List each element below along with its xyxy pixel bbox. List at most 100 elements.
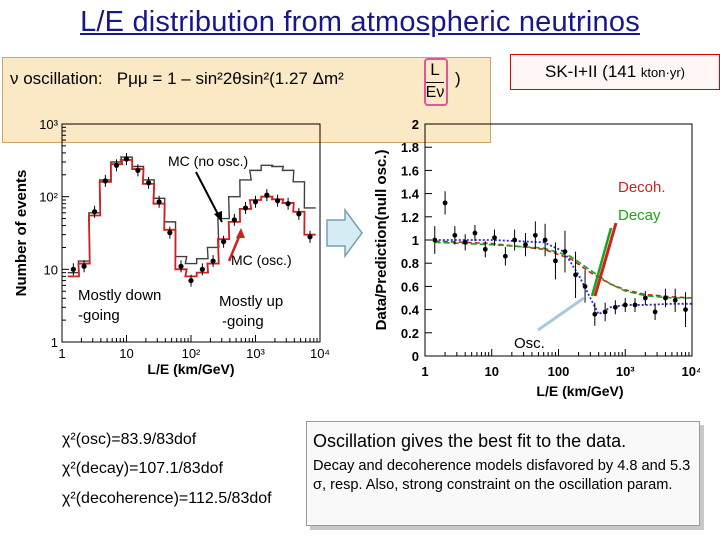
data-point [156,199,162,205]
y-tick-label: 1.4 [401,187,420,202]
y-tick-label: 1 [51,335,58,350]
annotation-decay: Decay [618,207,661,224]
annotation-decoh: Decoh. [618,179,666,196]
y-tick-label: 1.6 [401,163,419,178]
exposure-unit: kton·yr) [640,65,685,80]
x-tick-label: 1 [58,346,65,361]
x-axis-label: L/E (km/GeV) [147,361,234,377]
x-tick-label: 100 [548,364,570,379]
data-point [452,232,458,238]
data-point [542,237,548,243]
data-point [532,232,538,238]
y-tick-label: 1.2 [401,210,419,225]
data-point [135,167,141,173]
y-axis-label: Number of events [13,170,30,297]
data-point [592,311,598,317]
data-point [432,237,438,243]
page-title: L/E distribution from atmospheric neutri… [80,6,640,38]
y-axis-label: Data/Prediction(null osc.) [373,150,390,331]
data-point [199,266,205,272]
chi2-decoherence: χ²(decoherence)=112.5/83dof [62,490,272,507]
annotation-osc: Osc. [514,335,545,352]
data-point [70,266,76,272]
data-point [145,180,152,186]
chi2-decay: χ²(decay)=107.1/83dof [62,460,223,477]
data-point [502,253,508,259]
y-tick-label: 0.4 [401,303,420,318]
data-point [188,277,194,284]
annotation-going-up: -going [222,313,264,330]
data-point [492,235,497,241]
data-point [178,263,184,269]
chi2-osc: χ²(osc)=83.9/83dof [62,431,197,448]
data-point [210,258,216,264]
data-point [512,237,518,243]
annotation-mostly-up: Mostly up [219,293,283,310]
data-point [113,162,120,168]
y-tick-label: 0.6 [401,279,419,294]
x-tick-label: 10³ [616,364,635,379]
x-tick-label: 10 [119,346,133,361]
data-point [274,198,281,204]
decoherence-line [434,240,693,299]
formula-panel [2,57,491,143]
data-point [123,156,130,162]
y-tick-label: 0.2 [401,326,419,341]
data-point [102,178,108,184]
y-tick-label: 1 [412,233,419,248]
data-point [296,211,302,217]
events-histogram-chart: 1 10 10² 10³ 1 10 10² 10³ 10⁴ L/E (km/GeV) Number … [13,117,330,377]
ratio-chart: 0 0.2 0.4 0.6 0.8 1 1.2 1.4 1.6 1.8 2 1 10 100 10³ 10⁴ L… [373,117,700,399]
exposure-label: SK-I+II (141 kton·yr) [510,54,720,90]
arrowhead-osc [236,228,245,238]
conclusion-headline: Oscillation gives the best fit to the da… [313,431,627,451]
data-point [573,272,578,278]
data-point [91,209,98,215]
data-point [242,205,249,211]
data-point [672,297,678,303]
y-tick-label: 2 [412,117,419,132]
data-point [683,307,688,312]
data-point [612,304,618,310]
oscillation-formula: ν oscillation: Pμμ = 1 – sin²2θsin²(1.27… [10,69,344,89]
data-point [632,302,638,308]
annotation-mc-no-osc: MC (no osc.) [168,153,248,169]
right-arrow-icon [326,208,363,258]
data-point [482,246,488,252]
arrowhead-no-osc [214,211,222,222]
data-point [264,192,270,198]
annotation-arrow-decay [590,227,613,297]
y-tick-label: 10² [39,190,58,205]
annotation-going-down: -going [78,307,120,324]
annotation-mostly-down: Mostly down [78,287,161,304]
fraction-denominator: Eν [425,84,445,101]
y-tick-label: 10³ [39,117,58,132]
fraction-numerator: L [430,60,440,79]
data-point [602,309,608,315]
data-point [523,242,528,248]
data-point [582,284,588,289]
data-point [652,309,658,315]
x-axis-label: L/E (km/GeV) [536,383,623,399]
x-tick-label: 10⁴ [310,346,330,361]
formula-close-paren: ) [455,69,461,88]
annotation-arrow-decoh [593,222,618,297]
data-point [81,263,87,269]
fraction-bar [426,82,444,83]
x-tick-label: 1 [421,364,428,379]
conclusion-body: Decay and decoherence models disfavored … [313,458,691,493]
conclusion-box [306,421,700,526]
annotation-mc-osc: MC (osc.) [231,252,292,268]
data-point [307,234,313,240]
data-point [231,217,237,223]
data-point [442,200,448,206]
data-point [553,258,558,264]
y-tick-label: 0.8 [401,256,419,271]
y-tick-label: 10 [44,262,58,277]
x-tick-label: 10 [485,364,499,379]
formula-expression: Pμμ = 1 – sin²2θsin²(1.27 Δm² [116,69,344,88]
data-point [562,249,568,255]
data-point [663,295,668,301]
data-point [472,230,478,236]
y-tick-label: 0 [412,349,419,364]
